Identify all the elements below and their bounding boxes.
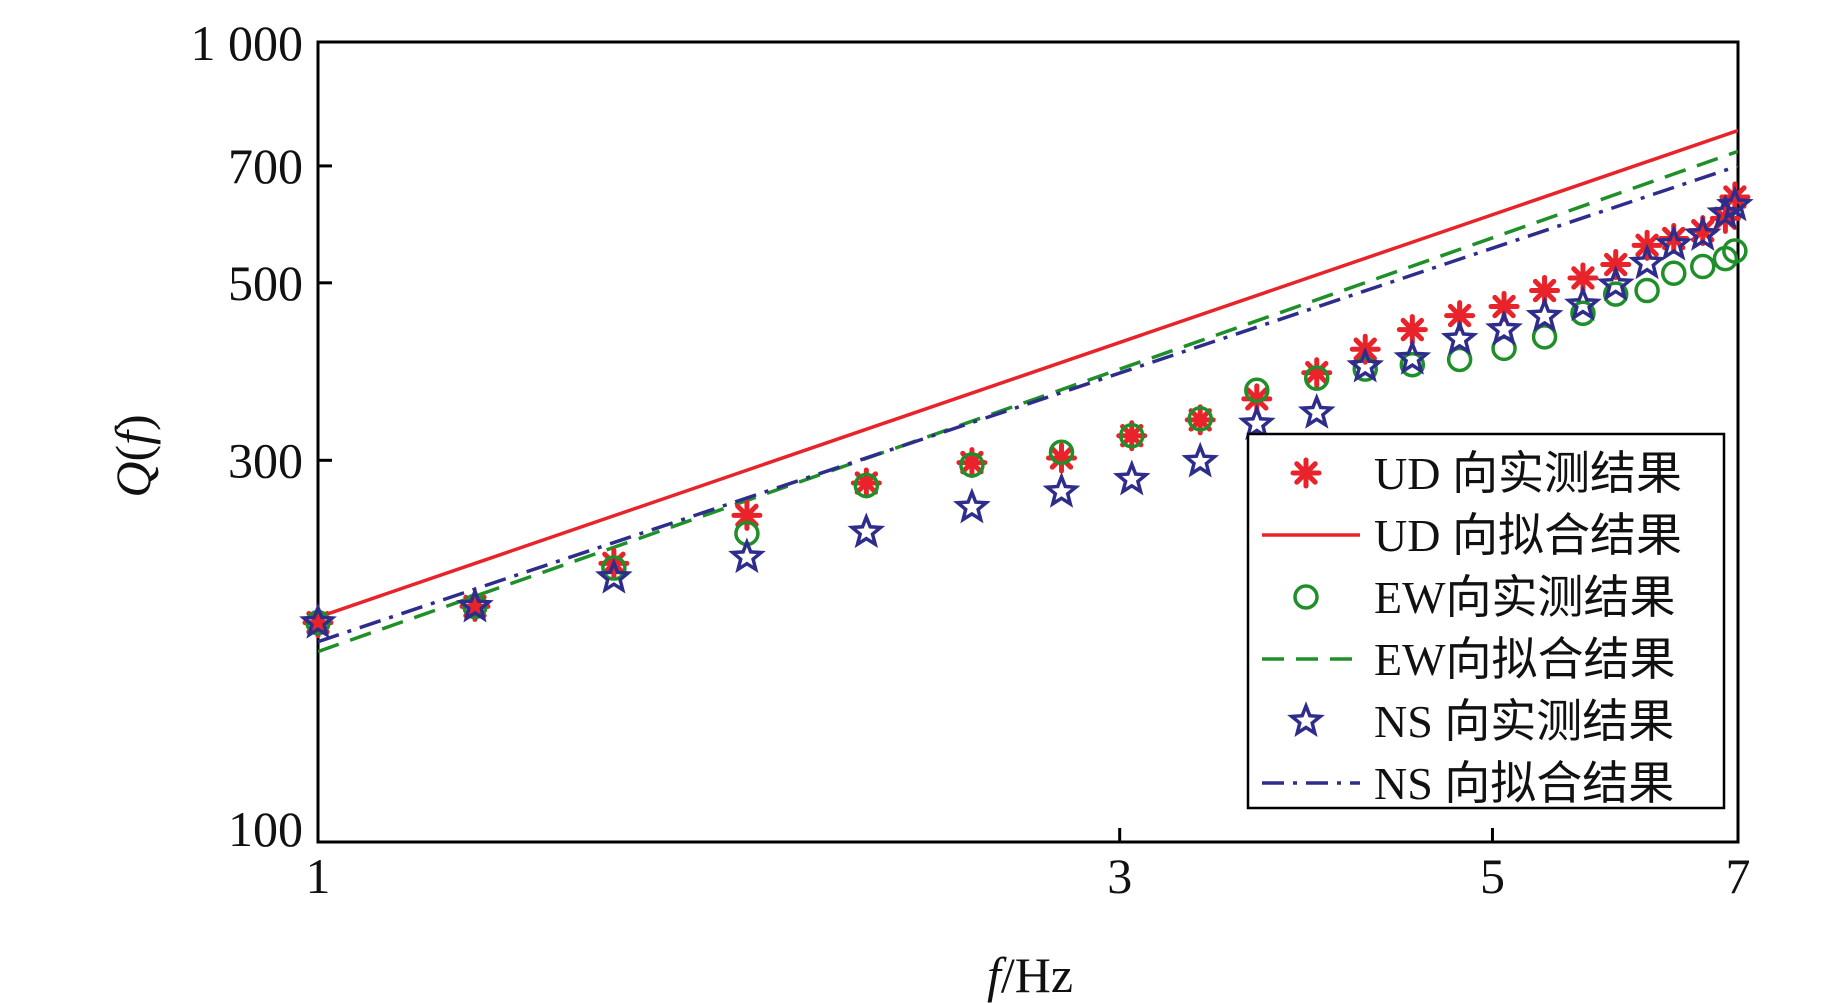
- data-point: [1444, 300, 1476, 332]
- data-point: [1352, 356, 1378, 382]
- data-point: [1303, 365, 1330, 391]
- data-point: [1485, 309, 1523, 346]
- legend-label: EW向拟合结果: [1374, 634, 1676, 685]
- x-axis-title-unit: /Hz: [1001, 947, 1073, 1003]
- data-point: [1567, 262, 1599, 294]
- data-point: [1570, 300, 1596, 327]
- legend: UD 向实测结果 UD 向拟合结果 EW向实测结果 EW向拟合结果 NS 向实测结果 NS…: [1246, 432, 1726, 810]
- data-point: [456, 586, 494, 623]
- legend-label: EW向实测结果: [1374, 572, 1676, 623]
- legend-marker: [1287, 701, 1325, 737]
- data-point: [1346, 346, 1385, 383]
- data-point: [1722, 238, 1748, 264]
- data-point: [847, 512, 886, 549]
- data-point: [1683, 215, 1722, 251]
- legend-item: UD 向拟合结果: [1262, 510, 1682, 561]
- legend-label: NS 向实测结果: [1374, 696, 1674, 747]
- data-point: [1297, 393, 1336, 429]
- data-point: [1393, 338, 1432, 375]
- data-point: [1440, 319, 1479, 356]
- y-tick-label: 500: [228, 255, 303, 311]
- data-point: [1660, 260, 1687, 286]
- marker-series-4: [299, 185, 1754, 639]
- data-point: [1525, 296, 1564, 333]
- fit-line-5: [318, 164, 1738, 644]
- data-point: [1042, 472, 1081, 508]
- x-tick-label: 1: [306, 848, 331, 904]
- data-point: [1396, 314, 1428, 346]
- data-point: [299, 602, 337, 639]
- x-axis: 1 3 5 7: [306, 828, 1751, 904]
- y-tick-label: 700: [228, 138, 303, 194]
- legend-item: UD 向实测结果: [1290, 448, 1682, 499]
- x-tick-label: 7: [1726, 848, 1751, 904]
- data-point: [1446, 346, 1473, 373]
- data-point: [1634, 277, 1660, 304]
- y-tick-label: 100: [228, 801, 303, 857]
- y-axis-title-close-paren: ): [105, 414, 161, 431]
- legend-marker: [1293, 584, 1319, 610]
- y-tick-label: 1 000: [191, 15, 304, 71]
- y-axis-title: Q(f): [105, 414, 161, 497]
- fit-line-3: [318, 149, 1738, 654]
- data-markers: [299, 181, 1754, 639]
- data-point: [1048, 439, 1075, 466]
- data-point: [953, 487, 991, 524]
- data-point: [1184, 404, 1216, 436]
- data-point: [1116, 420, 1148, 452]
- data-point: [1237, 404, 1276, 441]
- legend-item: EW向实测结果: [1293, 572, 1676, 623]
- data-point: [1112, 459, 1151, 496]
- legend-item: NS 向实测结果: [1287, 696, 1674, 747]
- data-point: [1119, 422, 1145, 449]
- data-point: [1596, 265, 1635, 301]
- data-point: [1600, 249, 1632, 281]
- data-point: [1187, 406, 1213, 432]
- data-point: [1690, 253, 1716, 280]
- data-point: [1602, 281, 1629, 307]
- legend-item: NS 向拟合结果: [1262, 758, 1674, 809]
- x-axis-title: f/Hz: [987, 947, 1073, 1003]
- x-tick-label: 5: [1480, 848, 1505, 904]
- data-point: [1531, 324, 1558, 350]
- legend-item: EW向拟合结果: [1262, 634, 1676, 685]
- legend-marker: [1290, 457, 1322, 489]
- data-point: [853, 472, 880, 499]
- legend-label: NS 向拟合结果: [1374, 758, 1674, 809]
- data-point: [959, 452, 985, 478]
- y-tick-label: 300: [228, 432, 303, 488]
- y-axis: 100 300 500 700 1 000: [191, 15, 332, 857]
- data-point: [1564, 285, 1602, 322]
- x-tick-label: 3: [1107, 848, 1132, 904]
- y-axis-title-open-paren: (: [105, 445, 161, 462]
- data-point: [1628, 243, 1666, 280]
- data-point: [1716, 185, 1754, 222]
- legend-label: UD 向拟合结果: [1374, 510, 1682, 561]
- data-point: [1181, 441, 1220, 478]
- data-point: [731, 499, 763, 531]
- data-point: [1244, 377, 1270, 404]
- fit-lines: [318, 128, 1738, 654]
- data-point: [1654, 224, 1693, 261]
- data-point: [1706, 193, 1745, 230]
- legend-label: UD 向实测结果: [1374, 448, 1682, 499]
- data-point: [728, 537, 766, 574]
- fit-line-1: [318, 128, 1738, 619]
- data-point: [1399, 351, 1426, 378]
- marker-series-2: [305, 238, 1748, 636]
- data-point: [595, 557, 633, 594]
- y-axis-title-variable: Q: [105, 462, 161, 498]
- data-point: [601, 555, 627, 581]
- legend-box: [1246, 432, 1726, 810]
